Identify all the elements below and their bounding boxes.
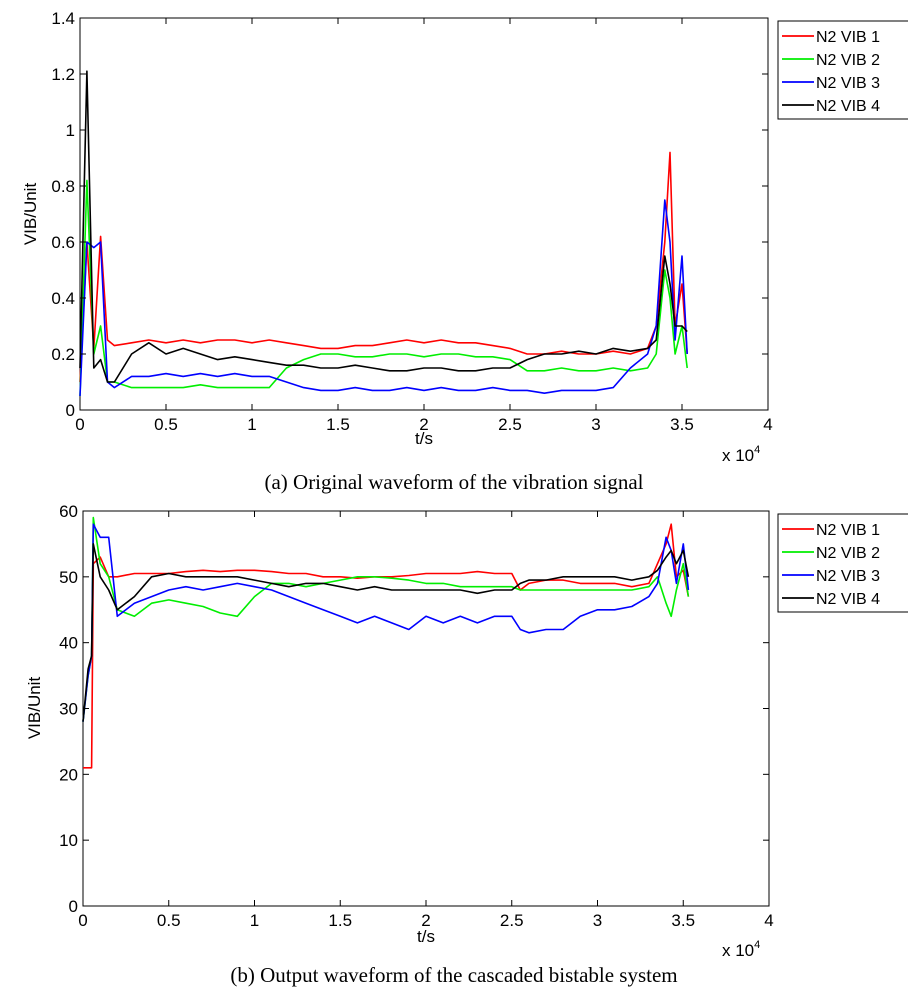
legend-box [777,20,908,120]
x-axis-label-a: t/s [415,429,433,448]
y-tick-label: 10 [59,831,78,850]
series-line-2 [82,516,690,722]
y-tick-label: 1 [66,121,75,140]
x-tick-label: 2.5 [498,415,522,434]
y-tick-label: 1.2 [51,65,75,84]
x-exponent-a: x 104 [722,444,760,465]
caption-a: (a) Original waveform of the vibration s… [264,470,643,494]
legend-b: N2 VIB 1 N2 VIB 2 N2 VIB 3 N2 VIB 4 [777,513,908,613]
legend-entry: N2 VIB 2 [816,545,880,562]
y-axis-label-b: VIB/Unit [25,677,44,740]
y-tick-label: 0.4 [51,289,75,308]
caption-b: (b) Output waveform of the cascaded bist… [230,963,677,987]
series-line-3 [82,523,690,722]
y-axis-label-a: VIB/Unit [21,183,40,246]
x-tick-label: 2.5 [500,911,524,930]
y-tick-label: 1.4 [51,9,75,28]
legend-entry: N2 VIB 3 [816,568,880,585]
y-tick-label: 0.2 [51,345,75,364]
x-tick-label: 0.5 [154,415,178,434]
x-exponent-b: x 104 [722,939,760,960]
y-tick-label: 20 [59,765,78,784]
x-tick-label: 1 [247,415,256,434]
y-tick-label: 0.8 [51,177,75,196]
legend-entry: N2 VIB 1 [816,522,880,539]
series-line-1 [83,523,690,769]
x-tick-label: 0 [75,415,84,434]
series-group-b [82,516,690,769]
x-tick-label: 1.5 [328,911,352,930]
x-tick-label: 3 [593,911,602,930]
x-tick-label: 3.5 [671,911,695,930]
y-tick-label: 30 [59,700,78,719]
x-tick-label: 3 [591,415,600,434]
axes-a: 0 0.5 1 1.5 2 2.5 3 3.5 4 0 0.2 0.4 0.6 0.8 1 1.2 1.4 [51,9,772,434]
x-tick-label: 2 [419,415,428,434]
series-line-4 [82,543,690,722]
x-tick-label: 3.5 [670,415,694,434]
plot-frame-a [79,17,769,411]
series-group-a [79,70,688,397]
y-tick-label: 60 [59,502,78,521]
x-tick-label: 0 [78,911,87,930]
x-tick-label: 0.5 [157,911,181,930]
legend-entry: N2 VIB 2 [816,52,880,69]
x-tick-label: 1 [250,911,259,930]
series-line-4 [79,70,688,383]
x-axis-label-b: t/s [417,927,435,946]
legend-entry: N2 VIB 3 [816,75,880,92]
legend-entry: N2 VIB 1 [816,29,880,46]
legend-entry: N2 VIB 4 [816,98,880,115]
plot-frame-b [82,510,770,907]
legend-entry: N2 VIB 4 [816,591,880,608]
y-tick-label: 40 [59,634,78,653]
x-tick-label: 4 [764,911,773,930]
x-tick-label: 2 [421,911,430,930]
y-tick-label: 0.6 [51,233,75,252]
y-tick-label: 0 [69,897,78,916]
y-tick-label: 50 [59,568,78,587]
legend-a: N2 VIB 1 N2 VIB 2 N2 VIB 3 N2 VIB 4 [777,20,908,120]
legend-box [777,513,908,613]
x-tick-label: 1.5 [326,415,350,434]
series-line-1 [79,151,688,383]
x-tick-label: 4 [763,415,772,434]
series-line-2 [79,179,688,397]
y-tick-label: 0 [66,401,75,420]
chart-a: 0 0.5 1 1.5 2 2.5 3 3.5 4 0 0.2 0.4 0.6 0.8 1 1.2 1.4 t/… [21,9,908,494]
series-line-3 [79,199,688,397]
